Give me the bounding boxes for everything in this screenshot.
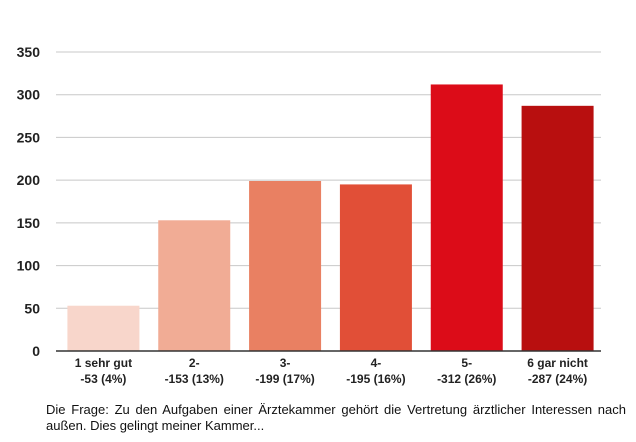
bar — [430, 84, 503, 351]
x-category-label: 5- — [461, 356, 472, 370]
x-category-count-label: -53 (4%) — [80, 372, 126, 386]
y-tick-label: 250 — [17, 129, 41, 145]
x-category-count-label: -195 (16%) — [346, 372, 405, 386]
x-category-label: 1 sehr gut — [75, 356, 132, 370]
x-category-label: 6 gar nicht — [527, 356, 588, 370]
y-tick-label: 50 — [24, 300, 40, 316]
question-caption: Die Frage: Zu den Aufgaben einer Ärzteka… — [46, 402, 626, 433]
bars — [67, 84, 594, 351]
bar-chart: 0 50 100 150 200 250 300 350 1 sehr gut -53 (4%)… — [17, 44, 601, 386]
x-axis-labels: 1 sehr gut -53 (4%) 2- -153 (13%) 3- -199 (17… — [75, 356, 588, 386]
x-category-count-label: -153 (13%) — [165, 372, 224, 386]
bar — [339, 184, 412, 351]
bar — [158, 220, 231, 351]
y-tick-label: 150 — [17, 215, 41, 231]
y-tick-label: 100 — [17, 258, 41, 274]
x-category-count-label: -287 (24%) — [528, 372, 587, 386]
x-category-count-label: -199 (17%) — [255, 372, 314, 386]
bar — [521, 105, 594, 351]
bar — [67, 305, 140, 351]
y-tick-label: 200 — [17, 172, 41, 188]
x-category-label: 2- — [189, 356, 200, 370]
gridlines — [56, 51, 601, 309]
x-category-label: 3- — [280, 356, 291, 370]
y-tick-label: 300 — [17, 87, 41, 103]
x-category-label: 4- — [371, 356, 382, 370]
y-tick-label: 0 — [32, 343, 40, 359]
y-tick-label: 350 — [17, 44, 41, 60]
bar — [249, 180, 322, 351]
y-axis-ticks: 0 50 100 150 200 250 300 350 — [17, 44, 41, 359]
x-category-count-label: -312 (26%) — [437, 372, 496, 386]
